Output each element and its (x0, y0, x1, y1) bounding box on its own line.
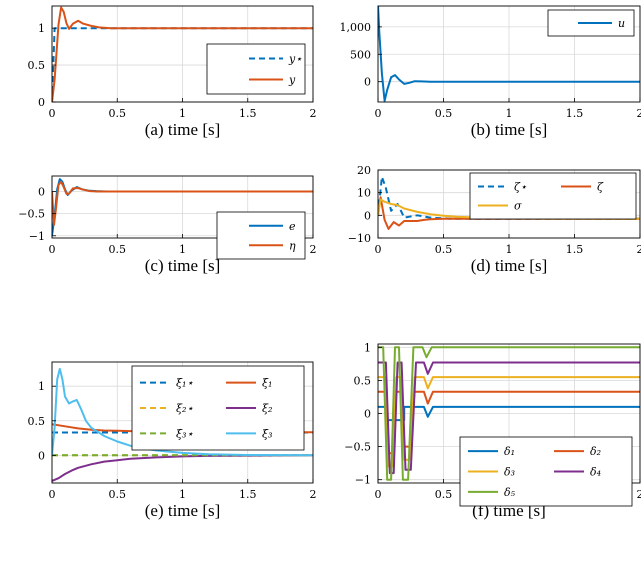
x-tick-label: 0 (49, 107, 56, 120)
y-tick-label: 1,000 (340, 21, 372, 34)
legend-label: u (618, 17, 625, 30)
x-tick-label: 0.5 (109, 488, 127, 501)
y-tick-label: 1 (38, 380, 45, 393)
legend-label: ζ⋆ (514, 181, 527, 194)
y-tick-label: −1 (29, 230, 45, 243)
legend-box (131, 365, 305, 451)
y-tick-label: 1 (364, 341, 371, 354)
y-tick-label: −10 (348, 232, 371, 245)
x-tick-label: 1.5 (239, 107, 257, 120)
legend-label: δ₃ (504, 466, 515, 479)
legend: eη (216, 211, 306, 260)
x-tick-label: 1.5 (566, 107, 584, 120)
x-tick-label: 2 (637, 107, 641, 120)
x-tick-label: 2 (310, 488, 317, 501)
legend-label: ξ₁⋆ (176, 377, 193, 390)
x-tick-label: 0.5 (435, 107, 453, 120)
y-tick-label: 0 (38, 449, 45, 462)
legend-label: δ₂ (590, 445, 601, 458)
legend-label: ξ₃⋆ (176, 427, 193, 440)
legend-label: σ (514, 200, 522, 213)
y-tick-label: 0 (364, 76, 371, 89)
panel-caption: (a) time [s] (145, 120, 221, 139)
panel-c: 00.511.52−1−0.50(c) time [s]eη (18, 175, 317, 275)
panel-caption: (d) time [s] (471, 256, 547, 275)
series-line-1 (378, 6, 640, 102)
legend-label: ξ₂ (262, 402, 272, 415)
panel-d: 0 0.5 1 1.5 2 −10 0 10 20 (d) time [s] ζ⋆ ζ σ (348, 164, 641, 275)
legend: u (547, 9, 635, 37)
legend: ξ₁⋆ ξ₁ ξ₂⋆ ξ₂ ξ₃⋆ ξ₃ (131, 365, 305, 451)
panel-b: 0 0.5 1 1.5 2 0 500 1,000 (b) time [s] u (340, 5, 641, 139)
legend-label: δ₅ (504, 486, 516, 499)
y-tick-label: −0.5 (18, 208, 45, 221)
y-tick-label: 500 (350, 48, 371, 61)
panel-caption: (e) time [s] (145, 501, 221, 520)
legend-label: δ₁ (504, 445, 515, 458)
x-tick-label: 0 (375, 243, 382, 256)
y-tick-label: 0 (38, 186, 45, 199)
x-tick-label: 0 (49, 488, 56, 501)
y-tick-label: 0 (364, 408, 371, 421)
y-tick-label: −0.5 (344, 441, 371, 454)
legend-box (469, 172, 637, 220)
panel-a: 0 0.5 1 1.5 200.51(a) time [s]y⋆y (28, 5, 317, 139)
y-tick-label: −1 (355, 474, 371, 487)
x-tick-label: 1 (179, 488, 186, 501)
series-line-2 (378, 196, 640, 230)
legend-label: ζ (597, 181, 604, 194)
x-tick-label: 0.5 (109, 107, 127, 120)
legend-label: ξ₃ (262, 427, 272, 440)
y-tick-label: 0 (364, 209, 371, 222)
x-tick-label: 1 (506, 243, 513, 256)
x-tick-label: 2 (637, 488, 641, 501)
legend: ζ⋆ ζ σ (469, 172, 637, 220)
legend-label: ξ₁ (262, 377, 272, 390)
x-tick-label: 0 (375, 488, 382, 501)
series-line-2 (52, 6, 313, 102)
y-tick-label: 20 (357, 164, 371, 177)
y-tick-label: 0.5 (28, 59, 46, 72)
x-tick-label: 0 (49, 243, 56, 256)
panel-caption: (c) time [s] (145, 256, 221, 275)
legend: δ₁ δ₂ δ₃ δ₄ δ₅ (459, 436, 633, 507)
y-tick-label: 0 (38, 96, 45, 109)
x-tick-label: 1 (179, 107, 186, 120)
legend-label: δ₄ (590, 466, 601, 479)
y-tick-label: 0.5 (354, 374, 372, 387)
series-line-5 (378, 346, 640, 481)
legend-label: y⋆ (288, 53, 302, 66)
y-tick-label: 10 (357, 187, 371, 200)
legend-box (216, 211, 306, 260)
legend-label: e (289, 220, 296, 233)
legend-label: y (288, 74, 296, 87)
x-tick-label: 1.5 (239, 488, 257, 501)
legend-label: ξ₂⋆ (176, 402, 193, 415)
series-line-6 (52, 367, 313, 457)
legend: y⋆ y (206, 43, 306, 95)
series-line-2 (52, 180, 313, 226)
x-tick-label: 0.5 (109, 243, 127, 256)
legend-box (206, 43, 306, 95)
x-tick-label: 0 (375, 107, 382, 120)
x-tick-label: 2 (310, 243, 317, 256)
panel-f: 00.511.52−1−0.500.51(f) time [s]δ₁δ₂δ₃δ₄… (344, 341, 641, 520)
x-tick-label: 1 (506, 107, 513, 120)
x-tick-label: 0.5 (435, 243, 453, 256)
y-tick-label: 0.5 (28, 415, 46, 428)
x-tick-label: 2 (637, 243, 641, 256)
panel-caption: (b) time [s] (471, 120, 547, 139)
x-tick-label: 0.5 (435, 488, 453, 501)
y-tick-label: 1 (38, 22, 45, 35)
x-tick-label: 2 (310, 107, 317, 120)
x-tick-label: 1.5 (566, 243, 584, 256)
x-tick-label: 1 (179, 243, 186, 256)
legend-label: η (289, 239, 296, 252)
